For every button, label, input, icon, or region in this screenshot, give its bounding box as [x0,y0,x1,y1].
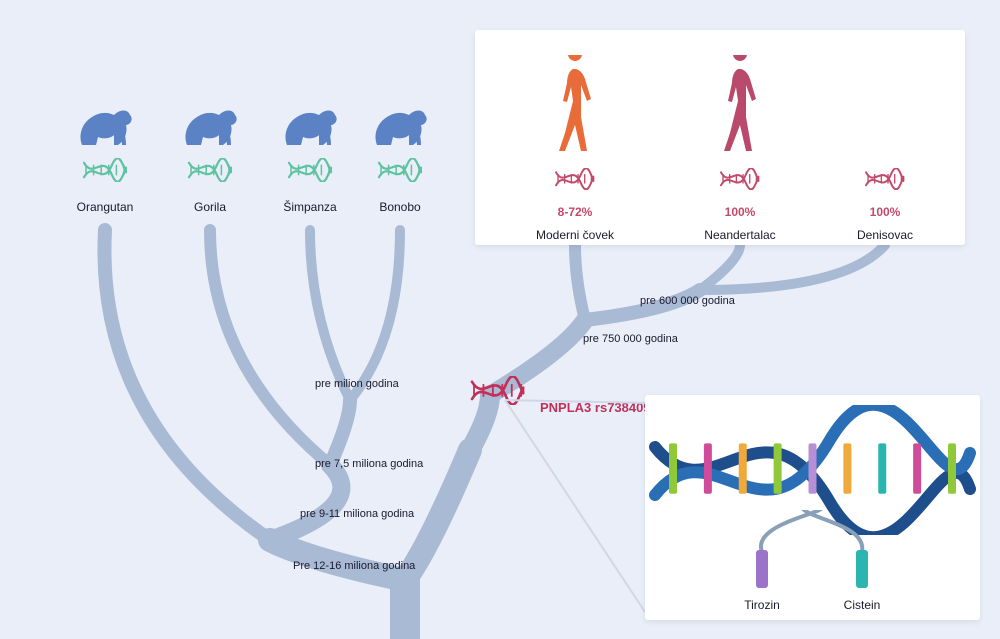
amino-acid-label: Tirozin [744,598,780,612]
substitution-arrows [645,510,980,620]
amino-acid-label: Cistein [844,598,881,612]
diagram-stage: pre 600 000 godinapre 750 000 godinapre … [0,0,1000,639]
amino-acid-bar [753,548,771,590]
amino-acid-bar [853,548,871,590]
